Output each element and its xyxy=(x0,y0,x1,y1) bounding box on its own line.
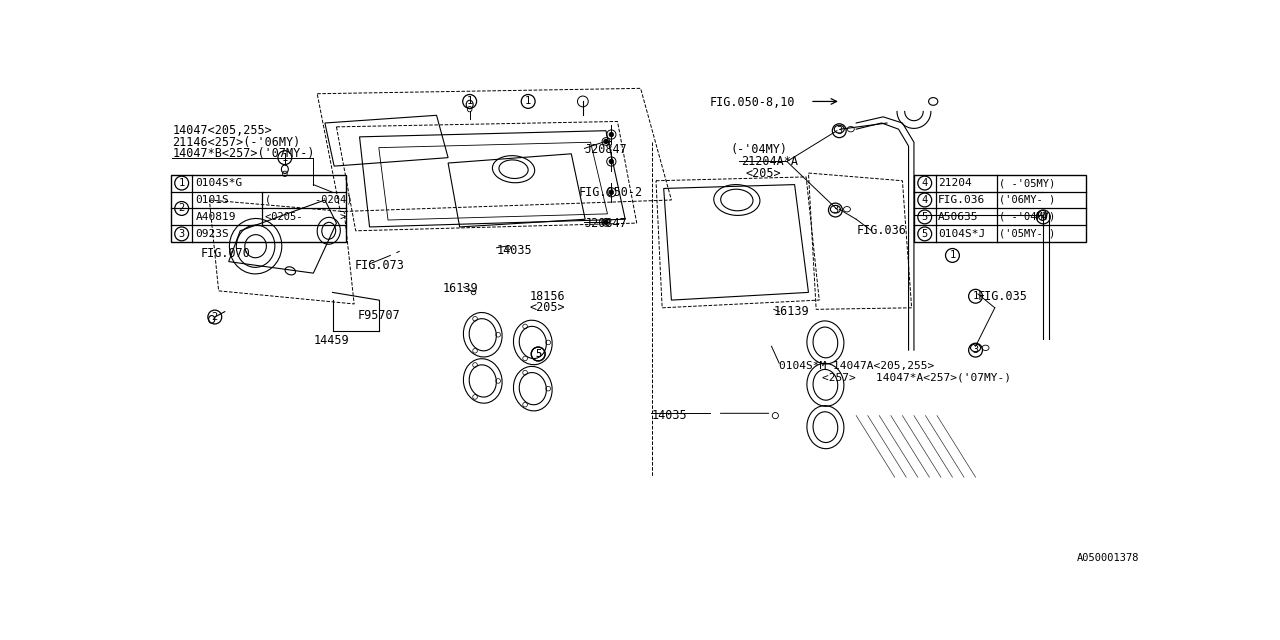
Text: 1: 1 xyxy=(466,97,472,106)
Text: 16139: 16139 xyxy=(774,305,809,318)
Text: ('06MY- ): ('06MY- ) xyxy=(1000,195,1056,205)
Text: F95707: F95707 xyxy=(358,309,401,322)
Text: 2: 2 xyxy=(211,312,218,322)
Text: 0104S*M 14047A<205,255>: 0104S*M 14047A<205,255> xyxy=(780,360,934,371)
Text: ( -'04MY): ( -'04MY) xyxy=(1000,212,1056,222)
Text: FIG.050-8,10: FIG.050-8,10 xyxy=(710,97,795,109)
Text: 4: 4 xyxy=(922,178,928,188)
Text: 0101S: 0101S xyxy=(196,195,229,205)
Text: <205>: <205> xyxy=(530,301,566,314)
Text: 1: 1 xyxy=(178,178,184,188)
Text: ('05MY- ): ('05MY- ) xyxy=(1000,229,1056,239)
Text: 21204A*A: 21204A*A xyxy=(741,155,797,168)
Text: <205>: <205> xyxy=(745,166,781,180)
Text: 14035: 14035 xyxy=(497,244,532,257)
Text: 3: 3 xyxy=(832,205,838,215)
Text: 21146<257>(-'06MY): 21146<257>(-'06MY) xyxy=(173,136,301,148)
Text: (-'04MY): (-'04MY) xyxy=(731,143,787,156)
Text: A40819: A40819 xyxy=(196,212,236,222)
Text: FIG.036: FIG.036 xyxy=(856,224,906,237)
Text: 14459: 14459 xyxy=(314,333,349,347)
Text: 14047*B<257>('07MY-): 14047*B<257>('07MY-) xyxy=(173,147,315,160)
Text: 5: 5 xyxy=(535,349,541,359)
Text: (       -0204): ( -0204) xyxy=(265,195,352,205)
Text: A050001378: A050001378 xyxy=(1076,554,1139,563)
Text: 0923S: 0923S xyxy=(196,229,229,239)
Text: 4: 4 xyxy=(1041,212,1047,222)
Text: FIG.035: FIG.035 xyxy=(978,290,1028,303)
Bar xyxy=(914,175,1085,243)
Text: J20847: J20847 xyxy=(585,216,627,230)
Circle shape xyxy=(609,190,613,195)
Text: 3: 3 xyxy=(973,345,979,355)
Bar xyxy=(172,175,347,243)
Text: 4: 4 xyxy=(922,195,928,205)
Text: 5: 5 xyxy=(922,212,928,222)
Text: 1: 1 xyxy=(973,291,979,301)
Text: FIG.036: FIG.036 xyxy=(938,195,986,205)
Text: FIG.050-2: FIG.050-2 xyxy=(579,186,643,199)
Text: 14047<205,255>: 14047<205,255> xyxy=(173,124,273,137)
Text: 1: 1 xyxy=(525,97,531,106)
Text: <257>   14047*A<257>('07MY-): <257> 14047*A<257>('07MY-) xyxy=(795,372,1011,382)
Text: 3: 3 xyxy=(178,229,184,239)
Circle shape xyxy=(604,220,608,224)
Text: 5: 5 xyxy=(535,349,541,359)
Text: 2: 2 xyxy=(178,204,184,214)
Text: 5: 5 xyxy=(922,229,928,239)
Text: <0205-      >: <0205- > xyxy=(265,212,346,222)
Circle shape xyxy=(609,132,613,137)
Text: A50635: A50635 xyxy=(938,212,978,222)
Text: 1: 1 xyxy=(282,153,288,163)
Text: 1: 1 xyxy=(950,250,956,260)
Circle shape xyxy=(609,159,613,164)
Text: 16139: 16139 xyxy=(443,282,479,295)
Text: 18156: 18156 xyxy=(530,290,566,303)
Text: J20847: J20847 xyxy=(585,143,627,156)
Text: FIG.070: FIG.070 xyxy=(200,248,250,260)
Text: 0104S*G: 0104S*G xyxy=(196,178,243,188)
Text: 3: 3 xyxy=(836,125,842,136)
Text: ( -'05MY): ( -'05MY) xyxy=(1000,178,1056,188)
Text: FIG.073: FIG.073 xyxy=(355,259,404,272)
Circle shape xyxy=(604,140,608,143)
Text: 14035: 14035 xyxy=(652,409,687,422)
Text: 21204: 21204 xyxy=(938,178,972,188)
Text: 0104S*J: 0104S*J xyxy=(938,229,986,239)
